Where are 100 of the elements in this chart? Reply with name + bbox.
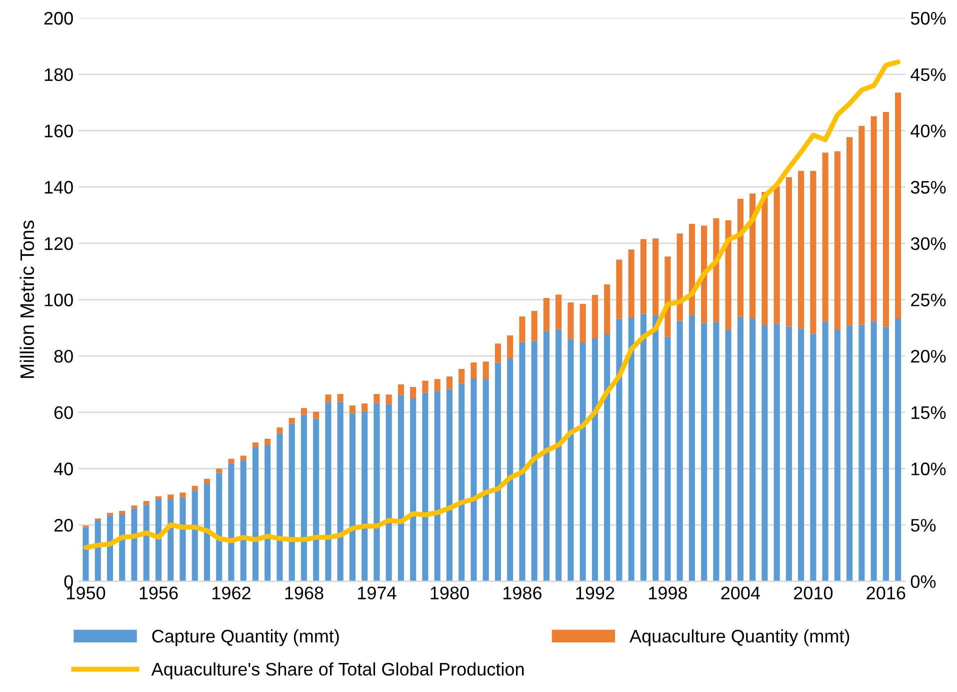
bar — [349, 413, 356, 582]
bar — [640, 239, 646, 314]
bar — [604, 334, 610, 582]
bar — [131, 506, 138, 509]
bar — [798, 170, 804, 329]
bar — [362, 412, 368, 582]
bar — [192, 486, 198, 491]
y-tick-label: 120 — [44, 237, 73, 250]
bar — [652, 238, 659, 316]
bar — [94, 520, 101, 582]
bar — [786, 326, 792, 582]
bar — [616, 318, 622, 582]
bar — [228, 463, 234, 582]
bar — [568, 302, 574, 340]
bar — [325, 394, 332, 402]
bar — [494, 362, 501, 582]
bar — [422, 380, 428, 393]
bar — [616, 260, 622, 319]
bar — [192, 490, 198, 582]
y2-tick-label: 50% — [910, 12, 946, 25]
bar — [688, 315, 695, 582]
bar — [592, 338, 598, 582]
bar — [750, 193, 756, 319]
bar — [543, 331, 550, 582]
bar — [276, 428, 283, 434]
bar — [676, 233, 683, 321]
bar — [168, 499, 174, 582]
bar — [664, 336, 671, 582]
bar — [786, 177, 792, 326]
y-tick-label: 60 — [54, 406, 73, 420]
y-tick-label: 160 — [44, 124, 73, 138]
y-tick-label: 100 — [44, 294, 73, 306]
bar — [895, 92, 902, 319]
bar — [313, 412, 320, 419]
legend-label: Aquaculture Quantity (mmt) — [630, 629, 850, 646]
y2-tick-label: 45% — [910, 68, 946, 82]
bar — [701, 226, 708, 324]
bar — [507, 358, 514, 582]
bar — [349, 406, 356, 414]
bar — [458, 384, 465, 582]
bar — [846, 137, 853, 326]
bar — [688, 224, 695, 316]
bar — [106, 515, 114, 582]
bar — [288, 418, 295, 424]
bar — [737, 198, 744, 317]
y2-tick-label: 25% — [911, 294, 946, 306]
bar — [762, 324, 768, 582]
bar — [410, 386, 416, 398]
bar — [264, 438, 271, 445]
bar — [131, 508, 138, 582]
y-tick-label: 80 — [54, 350, 73, 363]
bar — [628, 250, 634, 318]
bar — [713, 322, 720, 582]
bar — [180, 492, 186, 498]
bar — [895, 318, 902, 582]
x-tick-label: 1956 — [140, 586, 178, 600]
bar — [652, 315, 659, 582]
y-tick-label: 200 — [44, 12, 73, 25]
bar — [470, 378, 477, 582]
bar — [143, 501, 150, 505]
bar — [362, 404, 368, 412]
bar — [556, 294, 562, 330]
bar — [216, 468, 222, 473]
bar — [531, 340, 538, 582]
bar — [82, 527, 89, 582]
bar — [543, 298, 550, 332]
bar — [834, 151, 840, 330]
bar — [313, 418, 320, 582]
y2-tick-label: 15% — [912, 406, 946, 420]
legend-label: Capture Quantity (mmt) — [152, 629, 339, 646]
bar — [374, 394, 380, 404]
y-tick-label: 0 — [64, 575, 73, 588]
bar — [155, 499, 162, 582]
bar — [556, 329, 562, 582]
bar — [507, 335, 514, 358]
x-tick-label: 1992 — [576, 586, 614, 600]
y2-tick-label: 0% — [910, 575, 936, 588]
bar — [858, 126, 865, 325]
bar — [580, 342, 586, 582]
x-tick-label: 2010 — [794, 586, 833, 600]
bar — [386, 394, 392, 404]
bar — [580, 304, 586, 342]
y2-tick-label: 10% — [912, 462, 946, 476]
bar — [216, 472, 222, 582]
y-tick-label: 140 — [44, 180, 73, 194]
bar — [337, 402, 344, 582]
bar — [858, 324, 865, 582]
bar — [155, 496, 162, 500]
x-tick-label: 2004 — [721, 586, 760, 600]
x-tick-label: 1980 — [430, 586, 469, 600]
bar — [374, 403, 380, 582]
bar — [810, 334, 816, 582]
bar — [410, 398, 416, 582]
bar — [531, 310, 538, 341]
bar — [774, 324, 780, 582]
bar — [398, 395, 404, 582]
bar — [640, 314, 646, 582]
y-tick-label: 40 — [54, 462, 73, 476]
bar — [119, 514, 126, 582]
bar — [628, 318, 634, 582]
